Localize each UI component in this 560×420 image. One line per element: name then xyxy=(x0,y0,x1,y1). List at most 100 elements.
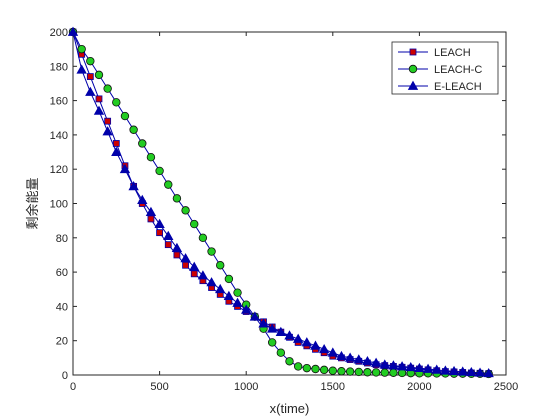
data-point xyxy=(233,288,242,297)
data-point xyxy=(119,163,131,174)
data-point xyxy=(102,126,113,136)
data-point xyxy=(155,166,164,176)
data-point xyxy=(249,311,261,321)
data-point xyxy=(448,365,460,376)
data-point xyxy=(154,218,165,228)
data-point xyxy=(362,355,373,366)
data-point xyxy=(241,304,252,314)
data-point xyxy=(311,364,320,374)
legend-entry: LEACH xyxy=(398,47,471,59)
data-point xyxy=(120,111,130,121)
y-tick-label: 80 xyxy=(56,233,68,245)
data-point xyxy=(344,352,356,362)
data-point xyxy=(318,343,330,354)
data-point xyxy=(95,95,103,103)
y-tick-label: 120 xyxy=(50,164,68,176)
data-point xyxy=(112,140,120,147)
data-point xyxy=(86,73,94,80)
data-point xyxy=(77,44,86,54)
y-tick-label: 160 xyxy=(50,96,68,108)
data-point xyxy=(353,354,364,364)
data-point xyxy=(198,233,208,242)
x-axis-ticks: 0 500 1000 1500 2000 2500 xyxy=(70,32,518,393)
data-point xyxy=(466,366,477,377)
legend-marker xyxy=(409,48,417,56)
data-point xyxy=(327,347,338,357)
data-point xyxy=(275,326,287,337)
data-point xyxy=(337,367,346,376)
data-point xyxy=(258,318,269,328)
y-axis-ticks: 0 20 40 60 80 100 120 140 160 180 200 xyxy=(50,27,506,382)
data-point xyxy=(405,361,416,372)
legend-label: E-LEACH xyxy=(434,81,482,93)
data-point xyxy=(104,117,112,125)
x-tick-label: 500 xyxy=(150,381,168,393)
legend-label: LEACH-C xyxy=(434,64,482,76)
data-point xyxy=(474,367,486,377)
y-tick-label: 20 xyxy=(56,336,68,348)
data-point xyxy=(328,366,337,375)
data-point xyxy=(137,194,148,204)
data-point xyxy=(380,368,389,377)
data-point xyxy=(457,366,468,376)
x-tick-label: 1500 xyxy=(321,381,345,393)
legend-entry: E-LEACH xyxy=(398,80,482,93)
data-point xyxy=(145,206,157,216)
data-point xyxy=(422,363,434,373)
data-point xyxy=(440,365,451,375)
data-point xyxy=(147,215,155,223)
data-point xyxy=(197,270,209,280)
y-axis-label: 剩余能量 xyxy=(25,177,40,229)
data-point xyxy=(171,242,183,252)
legend: LEACH LEACH-C E-LEACH xyxy=(391,41,499,95)
data-point xyxy=(396,361,408,371)
data-point xyxy=(345,367,355,376)
data-point xyxy=(285,357,294,366)
data-point xyxy=(354,367,363,377)
data-point xyxy=(190,270,198,278)
legend-label: LEACH xyxy=(434,47,471,59)
data-point xyxy=(414,362,425,373)
data-point xyxy=(336,350,347,361)
data-point xyxy=(276,348,286,357)
data-point xyxy=(224,274,234,284)
series-layer xyxy=(67,26,494,379)
x-tick-label: 0 xyxy=(70,381,76,393)
data-point xyxy=(302,363,312,373)
data-point xyxy=(156,229,164,237)
data-point xyxy=(216,261,225,270)
data-point xyxy=(319,365,329,375)
data-point xyxy=(138,139,147,148)
data-point xyxy=(86,56,95,66)
series-e-leach xyxy=(67,26,494,378)
data-point xyxy=(431,364,442,374)
y-tick-label: 100 xyxy=(50,199,68,211)
data-point xyxy=(67,26,79,36)
data-point xyxy=(371,368,381,377)
data-point xyxy=(182,261,189,269)
data-point xyxy=(128,181,139,191)
data-point xyxy=(93,105,105,115)
data-point xyxy=(223,290,235,301)
data-point xyxy=(310,340,321,350)
data-point xyxy=(389,368,398,377)
data-point xyxy=(301,337,313,347)
data-point xyxy=(164,241,172,249)
data-point xyxy=(103,84,112,93)
data-point xyxy=(267,338,277,347)
data-point xyxy=(483,367,494,378)
data-point xyxy=(388,360,399,370)
data-point xyxy=(94,70,104,80)
data-point xyxy=(180,253,191,263)
data-point xyxy=(293,362,303,371)
data-point xyxy=(85,86,96,96)
data-point xyxy=(232,297,243,307)
data-point xyxy=(292,333,304,343)
data-point xyxy=(206,277,217,287)
x-tick-label: 1000 xyxy=(234,381,258,393)
data-point xyxy=(379,359,390,369)
y-tick-label: 0 xyxy=(62,370,68,382)
data-point xyxy=(112,98,121,107)
legend-marker xyxy=(408,64,418,74)
data-point xyxy=(173,251,181,259)
